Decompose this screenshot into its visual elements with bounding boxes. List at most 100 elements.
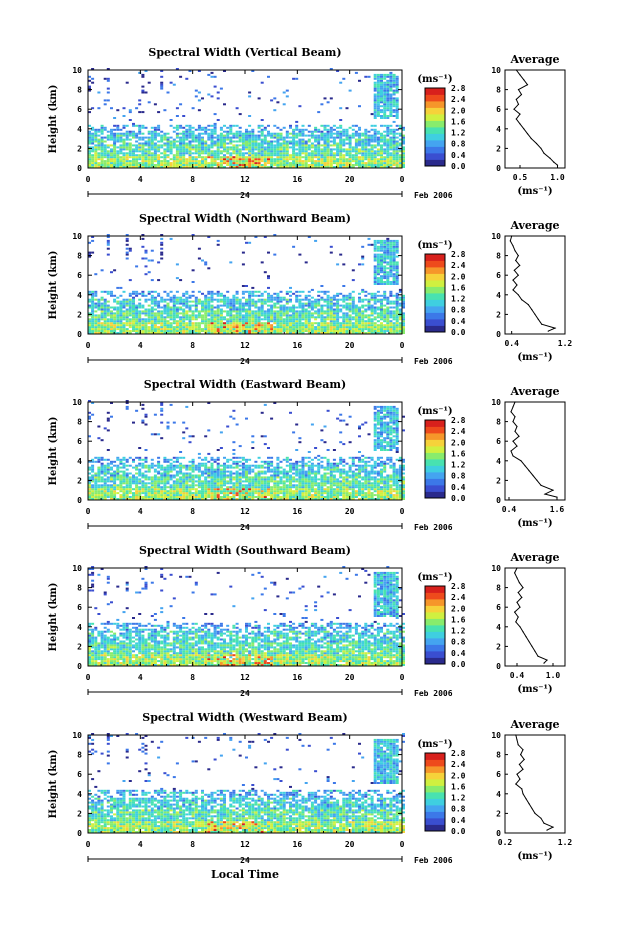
heatmap-cell	[348, 144, 352, 147]
heatmap-cell	[282, 494, 286, 497]
heatmap-cell	[351, 290, 355, 293]
heatmap-cell	[229, 124, 233, 127]
heatmap-cell	[345, 164, 349, 166]
heatmap-cell	[213, 126, 217, 129]
heatmap-cell	[128, 279, 132, 282]
heatmap-cell	[336, 488, 340, 491]
heatmap-cell	[160, 241, 164, 244]
heatmap-cell	[106, 330, 110, 332]
heatmap-cell	[373, 332, 377, 334]
heatmap-cell	[270, 308, 274, 311]
heatmap-cell	[169, 490, 173, 493]
heatmap-cell	[263, 138, 267, 141]
heatmap-cell	[367, 326, 371, 329]
heatmap-cell	[373, 498, 377, 500]
heatmap-cell	[358, 300, 361, 303]
heatmap-cell	[141, 486, 145, 489]
heatmap-cell	[260, 492, 264, 495]
heatmap-cell	[348, 310, 352, 313]
heatmap-cell	[260, 496, 264, 498]
heatmap-cell	[172, 314, 176, 317]
heatmap-cell	[342, 488, 346, 491]
heatmap-cell	[172, 306, 176, 309]
heatmap-cell	[257, 328, 261, 331]
heatmap-cell	[310, 288, 314, 291]
heatmap-cell	[336, 154, 340, 157]
heatmap-cell	[386, 162, 390, 165]
heatmap-cell	[354, 142, 358, 145]
heatmap-cell	[182, 152, 186, 155]
heatmap-cell	[383, 103, 387, 106]
heatmap-cell	[147, 158, 151, 161]
heatmap-cell	[345, 326, 349, 329]
heatmap-cell	[185, 488, 189, 491]
heatmap-cell	[153, 296, 157, 299]
heatmap-cell	[285, 312, 289, 315]
heatmap-cell	[179, 148, 183, 151]
heatmap-cell	[373, 255, 377, 258]
heatmap-cell	[358, 150, 361, 153]
heatmap-cell	[119, 326, 123, 329]
heatmap-cell	[398, 154, 402, 157]
heatmap-cell	[304, 318, 308, 321]
heatmap-cell	[285, 156, 289, 159]
heatmap-cell	[395, 132, 399, 135]
heatmap-cell	[150, 488, 154, 491]
heatmap-cell	[204, 142, 208, 145]
heatmap-cell	[132, 162, 135, 165]
heatmap-cell	[392, 281, 396, 283]
heatmap-cell	[263, 494, 267, 497]
heatmap-cell	[229, 302, 233, 305]
heatmap-cell	[197, 148, 201, 151]
heatmap-cell	[270, 494, 274, 497]
heatmap-cell	[376, 277, 380, 280]
heatmap-cell	[245, 324, 248, 327]
heatmap-cell	[188, 154, 192, 157]
heatmap-cell	[257, 150, 261, 153]
heatmap-cell	[279, 150, 283, 153]
heatmap-cell	[226, 160, 230, 163]
heatmap-cell	[332, 322, 336, 325]
heatmap-cell	[175, 128, 179, 131]
heatmap-cell	[373, 257, 377, 260]
heatmap-cell	[354, 144, 358, 147]
heatmap-cell	[122, 160, 126, 163]
heatmap-cell	[402, 150, 405, 153]
heatmap-cell	[373, 83, 377, 86]
heatmap-cell	[119, 286, 123, 289]
heatmap-cell	[383, 265, 387, 268]
heatmap-cell	[364, 314, 368, 317]
heatmap-cell	[402, 148, 405, 151]
heatmap-cell	[380, 494, 383, 497]
heatmap-cell	[298, 138, 302, 141]
heatmap-cell	[141, 318, 145, 321]
heatmap-cell	[367, 298, 371, 301]
heatmap-cell	[119, 302, 123, 305]
heatmap-cell	[248, 308, 252, 311]
heatmap-cell	[376, 132, 380, 135]
heatmap-cell	[361, 255, 365, 258]
heatmap-cell	[106, 496, 110, 498]
heatmap-cell	[254, 488, 258, 491]
heatmap-cell	[376, 75, 380, 78]
heatmap-cell	[276, 138, 280, 141]
heatmap-cell	[317, 308, 321, 311]
heatmap-cell	[358, 134, 361, 137]
heatmap-cell	[226, 326, 230, 329]
heatmap-cell	[245, 302, 248, 305]
heatmap-cell	[91, 290, 95, 293]
heatmap-cell	[119, 498, 123, 500]
heatmap-cell	[182, 142, 186, 145]
heatmap-cell	[207, 330, 211, 332]
heatmap-cell	[194, 494, 198, 497]
heatmap-cell	[332, 124, 336, 127]
heatmap-cell	[188, 144, 192, 147]
heatmap-cell	[238, 488, 242, 491]
heatmap-cell	[314, 332, 318, 334]
heatmap-cell	[232, 146, 236, 149]
heatmap-cell	[257, 144, 261, 147]
heatmap-cell	[361, 494, 365, 497]
heatmap-cell	[197, 140, 201, 143]
heatmap-cell	[383, 87, 387, 90]
heatmap-cell	[376, 306, 380, 309]
